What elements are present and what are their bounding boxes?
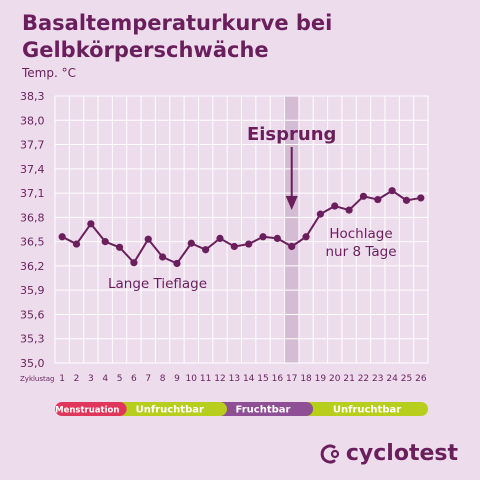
ovulation-arrow-icon xyxy=(285,147,298,210)
y-tick-label: 37,4 xyxy=(20,163,45,176)
cyclotest-logo-icon xyxy=(320,444,339,463)
annotation-hochlage: Hochlage xyxy=(329,226,392,242)
y-tick-label: 38,0 xyxy=(20,114,45,127)
x-tick-label: 2 xyxy=(74,374,80,384)
data-point xyxy=(72,240,81,248)
data-point xyxy=(187,239,195,247)
x-tick-label: 7 xyxy=(145,374,151,384)
cycle-phase-bar: Menstruation Unfruchtbar Fruchtbar Unfrucht… xyxy=(55,402,428,416)
y-tick-label: 38,3 xyxy=(20,90,45,103)
data-point xyxy=(273,234,281,242)
x-tick-label: 26 xyxy=(415,374,427,384)
data-point xyxy=(158,253,167,261)
x-tick-label: 24 xyxy=(386,374,398,384)
phase-label: Fruchtbar xyxy=(236,405,291,416)
x-tick-label: 4 xyxy=(102,374,108,384)
brand-name: cyclotest xyxy=(345,441,458,466)
x-tick-label: 8 xyxy=(160,374,166,384)
phase-label: Menstruation xyxy=(55,406,119,416)
data-point xyxy=(245,240,253,248)
y-tick-labels: 38,3 38,0 37,7 37,4 37,1 36,8 36,5 36,2 35,9 35,6… xyxy=(20,90,45,370)
x-tick-label: 6 xyxy=(131,374,137,384)
x-tick-label: 3 xyxy=(88,374,94,384)
data-point xyxy=(58,233,66,241)
data-point xyxy=(374,195,382,204)
y-tick-label: 35,9 xyxy=(20,284,45,297)
x-tick-label: 21 xyxy=(343,374,354,384)
data-point xyxy=(259,233,267,241)
x-tick-label: 5 xyxy=(117,374,123,384)
y-tick-label: 37,7 xyxy=(20,139,45,152)
phase-label: Unfruchtbar xyxy=(136,405,204,416)
data-point xyxy=(230,242,238,251)
x-tick-label: 11 xyxy=(200,374,211,384)
y-tick-label: 36,8 xyxy=(20,211,45,224)
x-tick-label: 12 xyxy=(214,374,225,384)
data-point xyxy=(417,194,425,202)
x-tick-label: 17 xyxy=(286,374,297,384)
phase-segment xyxy=(212,402,314,416)
y-tick-label: 35,6 xyxy=(20,308,45,321)
data-point xyxy=(316,210,325,218)
x-tick-label: 18 xyxy=(300,374,312,384)
x-tick-label: 14 xyxy=(243,374,255,384)
data-point xyxy=(202,246,210,254)
x-tick-label: 16 xyxy=(272,374,284,384)
phase-segment xyxy=(55,402,127,416)
chart-title: Basaltemperaturkurve bei Gelbkörperschwä… xyxy=(22,11,333,62)
data-point xyxy=(388,187,396,195)
data-point xyxy=(402,196,411,204)
temperature-points xyxy=(58,187,425,268)
y-tick-label: 35,3 xyxy=(20,333,45,346)
x-tick-labels: Zyklustag 1 2 3 4 5 6 7 8 9 10 11 12 13 14 15 16 17 18 19 2… xyxy=(20,374,427,384)
x-tick-label: 19 xyxy=(315,374,327,384)
y-axis-unit-label: Temp. °C xyxy=(22,66,76,80)
data-point xyxy=(331,202,339,210)
phase-segment xyxy=(112,402,227,416)
data-point xyxy=(359,192,368,200)
x-tick-label: 25 xyxy=(401,374,412,384)
data-point xyxy=(288,242,296,251)
data-point xyxy=(87,220,95,228)
data-point xyxy=(101,238,109,246)
data-point xyxy=(130,259,138,267)
ovulation-day-highlight xyxy=(284,96,299,363)
annotation-lange-tieflage: Lange Tieflage xyxy=(108,276,207,292)
data-point xyxy=(302,233,310,241)
phase-segment xyxy=(299,402,428,416)
x-tick-label: 13 xyxy=(229,374,240,384)
data-point xyxy=(144,235,152,243)
annotation-nur-8-tage: nur 8 Tage xyxy=(326,244,397,260)
data-point xyxy=(173,259,181,268)
data-point xyxy=(345,206,353,214)
phase-label: Unfruchtbar xyxy=(333,405,401,416)
x-tick-label: 20 xyxy=(329,374,341,384)
x-axis-label: Zyklustag xyxy=(20,375,55,383)
chart-grid xyxy=(54,95,429,364)
data-point xyxy=(115,243,124,251)
x-tick-label: 15 xyxy=(257,374,268,384)
y-tick-label: 36,2 xyxy=(20,260,45,273)
x-tick-label: 22 xyxy=(358,374,369,384)
x-tick-label: 10 xyxy=(186,374,198,384)
y-tick-label: 37,1 xyxy=(20,187,45,200)
x-tick-label: 23 xyxy=(372,374,383,384)
data-point xyxy=(216,234,224,242)
x-tick-label: 9 xyxy=(174,374,180,384)
y-tick-label: 35,0 xyxy=(20,357,45,370)
x-tick-label: 1 xyxy=(59,374,65,384)
cyclotest-logo: cyclotest xyxy=(318,441,458,466)
annotation-eisprung: Eisprung xyxy=(247,124,336,145)
y-tick-label: 36,5 xyxy=(20,236,45,249)
